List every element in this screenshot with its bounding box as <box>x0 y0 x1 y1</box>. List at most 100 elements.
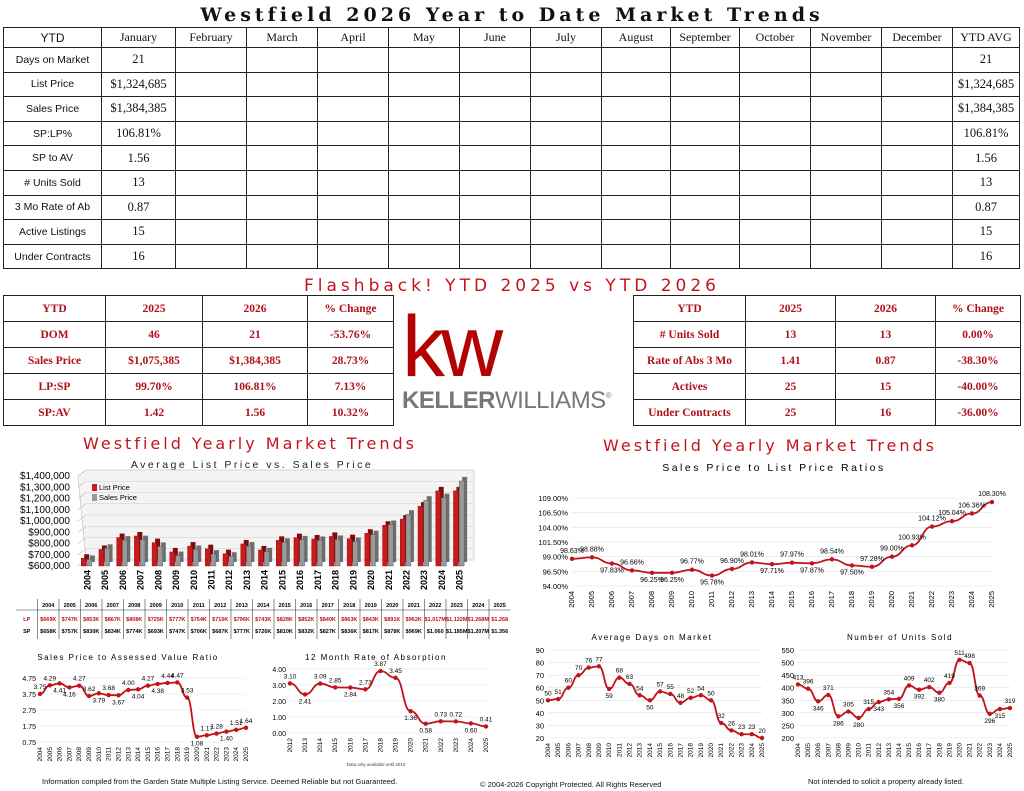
chart-note: Data only available until 2010 <box>347 762 406 767</box>
empty-cell <box>459 71 531 98</box>
data-point <box>566 685 571 690</box>
bar-shadow <box>267 547 273 562</box>
y-tick-label: $1,000,000 <box>20 516 70 527</box>
x-tick-label: 2014 <box>260 570 270 590</box>
data-point <box>606 686 612 692</box>
data-label: 26 <box>728 720 736 727</box>
y-tick-label: 60 <box>536 684 544 693</box>
data-label: 1.28 <box>210 724 223 731</box>
data-label: 2.41 <box>299 698 312 705</box>
data-label: 1.64 <box>240 718 253 725</box>
empty-cell <box>670 96 740 122</box>
data-point <box>363 687 368 692</box>
y-tick-label: $1,100,000 <box>20 505 70 516</box>
data-label: 4.27 <box>142 676 155 683</box>
bar-sales-price <box>246 545 252 567</box>
data-point <box>468 721 474 726</box>
table-cell: # Units Sold <box>633 321 746 348</box>
x-tick-label: 2016 <box>295 570 305 590</box>
table-row: Under Contracts 25 16 -36.00% <box>633 399 1021 426</box>
table-year: 2022 <box>429 603 441 609</box>
data-label: 315 <box>994 713 1005 720</box>
table-cell: 2025 <box>105 295 203 322</box>
y-tick-label: 500 <box>781 659 794 668</box>
y-tick-label: $600,000 <box>28 561 70 572</box>
yearly-trends-title-left: Westfield Yearly Market Trends <box>82 434 418 453</box>
data-point <box>896 696 902 701</box>
data-point <box>135 687 141 692</box>
ytd-avg-value: 16 <box>952 243 1020 270</box>
x-tick-label: 2018 <box>688 743 695 758</box>
flashback-title: Flashback! YTD 2025 vs YTD 2026 <box>304 276 720 296</box>
january-value: $1,384,385 <box>101 96 176 122</box>
x-tick-label: 2021 <box>718 743 725 758</box>
chart-title: Sales Price to List Price Ratios <box>662 462 886 474</box>
series-line <box>547 665 763 739</box>
table-lp-value: $796K <box>234 617 250 623</box>
empty-cell <box>317 194 389 221</box>
table-cell: 10.32% <box>307 399 394 426</box>
empty-cell <box>246 145 318 171</box>
bar-shadow <box>89 555 95 562</box>
comparison-table-left: YTD 2025 2026% Change DOM 46 21 -53.76% Sales P… <box>3 295 394 426</box>
yearly-trends-title-right: Westfield Yearly Market Trends <box>602 436 938 455</box>
data-point <box>37 691 43 697</box>
x-tick-label: 2020 <box>957 743 964 758</box>
sp-to-lp-ratio-chart: Sales Price to List Price Ratios 94.00% 96… <box>538 462 1005 608</box>
table-cell: 2026 <box>835 295 936 322</box>
data-point <box>545 698 551 703</box>
empty-cell <box>810 71 882 98</box>
y-tick-label: 1.00 <box>272 715 286 722</box>
x-tick-label: 2016 <box>807 591 816 608</box>
empty-cell <box>881 194 953 221</box>
table-header: YTD 2025 2026% Change <box>633 295 1021 322</box>
empty-cell <box>530 194 602 221</box>
table-cell: 1.41 <box>745 347 836 374</box>
bar-shadow <box>243 539 249 562</box>
empty-cell <box>601 219 671 245</box>
x-tick-label: 2011 <box>707 591 716 607</box>
empty-cell <box>459 243 531 270</box>
x-tick-label: 2020 <box>194 747 201 762</box>
data-point <box>302 692 308 697</box>
data-label: 315 <box>863 699 874 706</box>
empty-cell <box>175 243 247 270</box>
x-tick-label: 2014 <box>647 743 654 758</box>
price-data-table: 2004 2005 2006 2007 2008 2009 2010 2011 2012 2013… <box>16 599 511 639</box>
data-label: 2.85 <box>329 677 342 684</box>
x-tick-label: 2021 <box>384 570 394 590</box>
table-row: Sales Price $1,384,385 $1,384,385 <box>3 96 1020 122</box>
x-tick-label: 2010 <box>96 747 103 762</box>
x-tick-label: 2010 <box>687 591 696 608</box>
table-year: 2018 <box>343 603 355 609</box>
x-tick-label: 2019 <box>393 738 400 753</box>
table-cell: 16 <box>835 399 936 426</box>
data-label: 4.00 <box>122 680 135 687</box>
data-point <box>155 681 160 687</box>
data-point <box>86 693 92 699</box>
table-lp-value: $962K <box>406 617 422 623</box>
january-value: 106.81% <box>101 120 176 147</box>
bar-shadow <box>367 529 373 562</box>
x-tick-label: 2015 <box>277 570 287 590</box>
table-year: 2012 <box>214 603 226 609</box>
table-sp-value: $836K <box>341 629 357 635</box>
table-year: 2007 <box>107 603 119 609</box>
empty-cell <box>175 96 247 122</box>
data-point <box>287 681 293 686</box>
y-tick-label: $1,400,000 <box>20 471 70 482</box>
gridline <box>77 492 87 499</box>
row-label: Sales Price <box>3 96 102 122</box>
y-tick-label: 96.50% <box>543 567 569 576</box>
bar-shadow <box>296 533 302 562</box>
data-point <box>815 699 821 704</box>
table-year: 2020 <box>386 603 398 609</box>
bar-shadow <box>119 533 125 562</box>
data-point <box>586 665 591 670</box>
x-tick-label: 2018 <box>331 570 341 590</box>
table-cell: YTD <box>3 295 106 322</box>
x-tick-label: 2014 <box>135 747 142 762</box>
empty-cell <box>175 169 247 196</box>
row-label: # Units Sold <box>3 169 102 196</box>
data-point <box>739 732 744 737</box>
